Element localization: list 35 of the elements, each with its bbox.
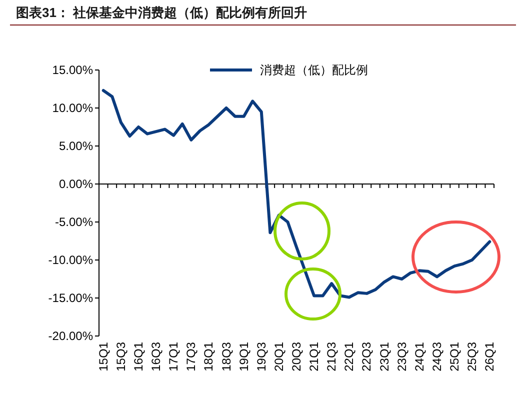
x-tick-label: 20Q3: [290, 342, 304, 372]
x-tick-label: 25Q1: [448, 342, 462, 372]
y-tick-label: -10.00%: [48, 253, 94, 267]
legend: 消费超（低）配比例: [210, 63, 368, 77]
x-tick-label: 15Q3: [114, 342, 128, 372]
x-tick-label: 24Q1: [412, 342, 426, 372]
x-tick-label: 16Q1: [132, 342, 146, 372]
x-tick-label: 19Q3: [254, 342, 268, 372]
x-tick-label: 23Q1: [377, 342, 392, 372]
y-tick-label: -5.00%: [54, 215, 94, 229]
x-tick-label: 26Q1: [482, 342, 497, 372]
x-tick-label: 18Q3: [219, 342, 234, 372]
x-tick-label: 19Q1: [236, 342, 251, 372]
y-tick-label: 10.00%: [52, 101, 94, 115]
x-tick-label: 15Q1: [96, 342, 110, 372]
y-tick-label: 15.00%: [52, 63, 94, 77]
x-tick-label: 18Q1: [202, 342, 216, 372]
x-tick-label: 17Q3: [184, 342, 198, 372]
x-tick-label: 17Q1: [166, 342, 181, 372]
x-tick-label: 25Q3: [465, 342, 480, 372]
x-tick-label: 24Q3: [430, 342, 444, 372]
legend-label: 消费超（低）配比例: [260, 63, 368, 77]
x-tick-label: 16Q3: [149, 342, 164, 372]
line-series: [102, 89, 492, 299]
y-tick-label: -15.00%: [48, 291, 94, 305]
x-tick-label: 21Q3: [324, 342, 339, 372]
y-tick-label: 5.00%: [58, 139, 94, 153]
y-tick-label: 0.00%: [58, 177, 94, 191]
x-tick-label: 23Q3: [394, 342, 409, 372]
x-tick-label: 22Q1: [342, 342, 356, 372]
x-tick-label: 22Q3: [360, 342, 374, 372]
y-tick-label: -20.00%: [48, 329, 94, 343]
chart-title: 图表31： 社保基金中消费超（低）配比例有所回升: [16, 5, 308, 20]
x-tick-label: 21Q1: [307, 342, 322, 372]
x-tick-label: 20Q1: [272, 342, 286, 372]
